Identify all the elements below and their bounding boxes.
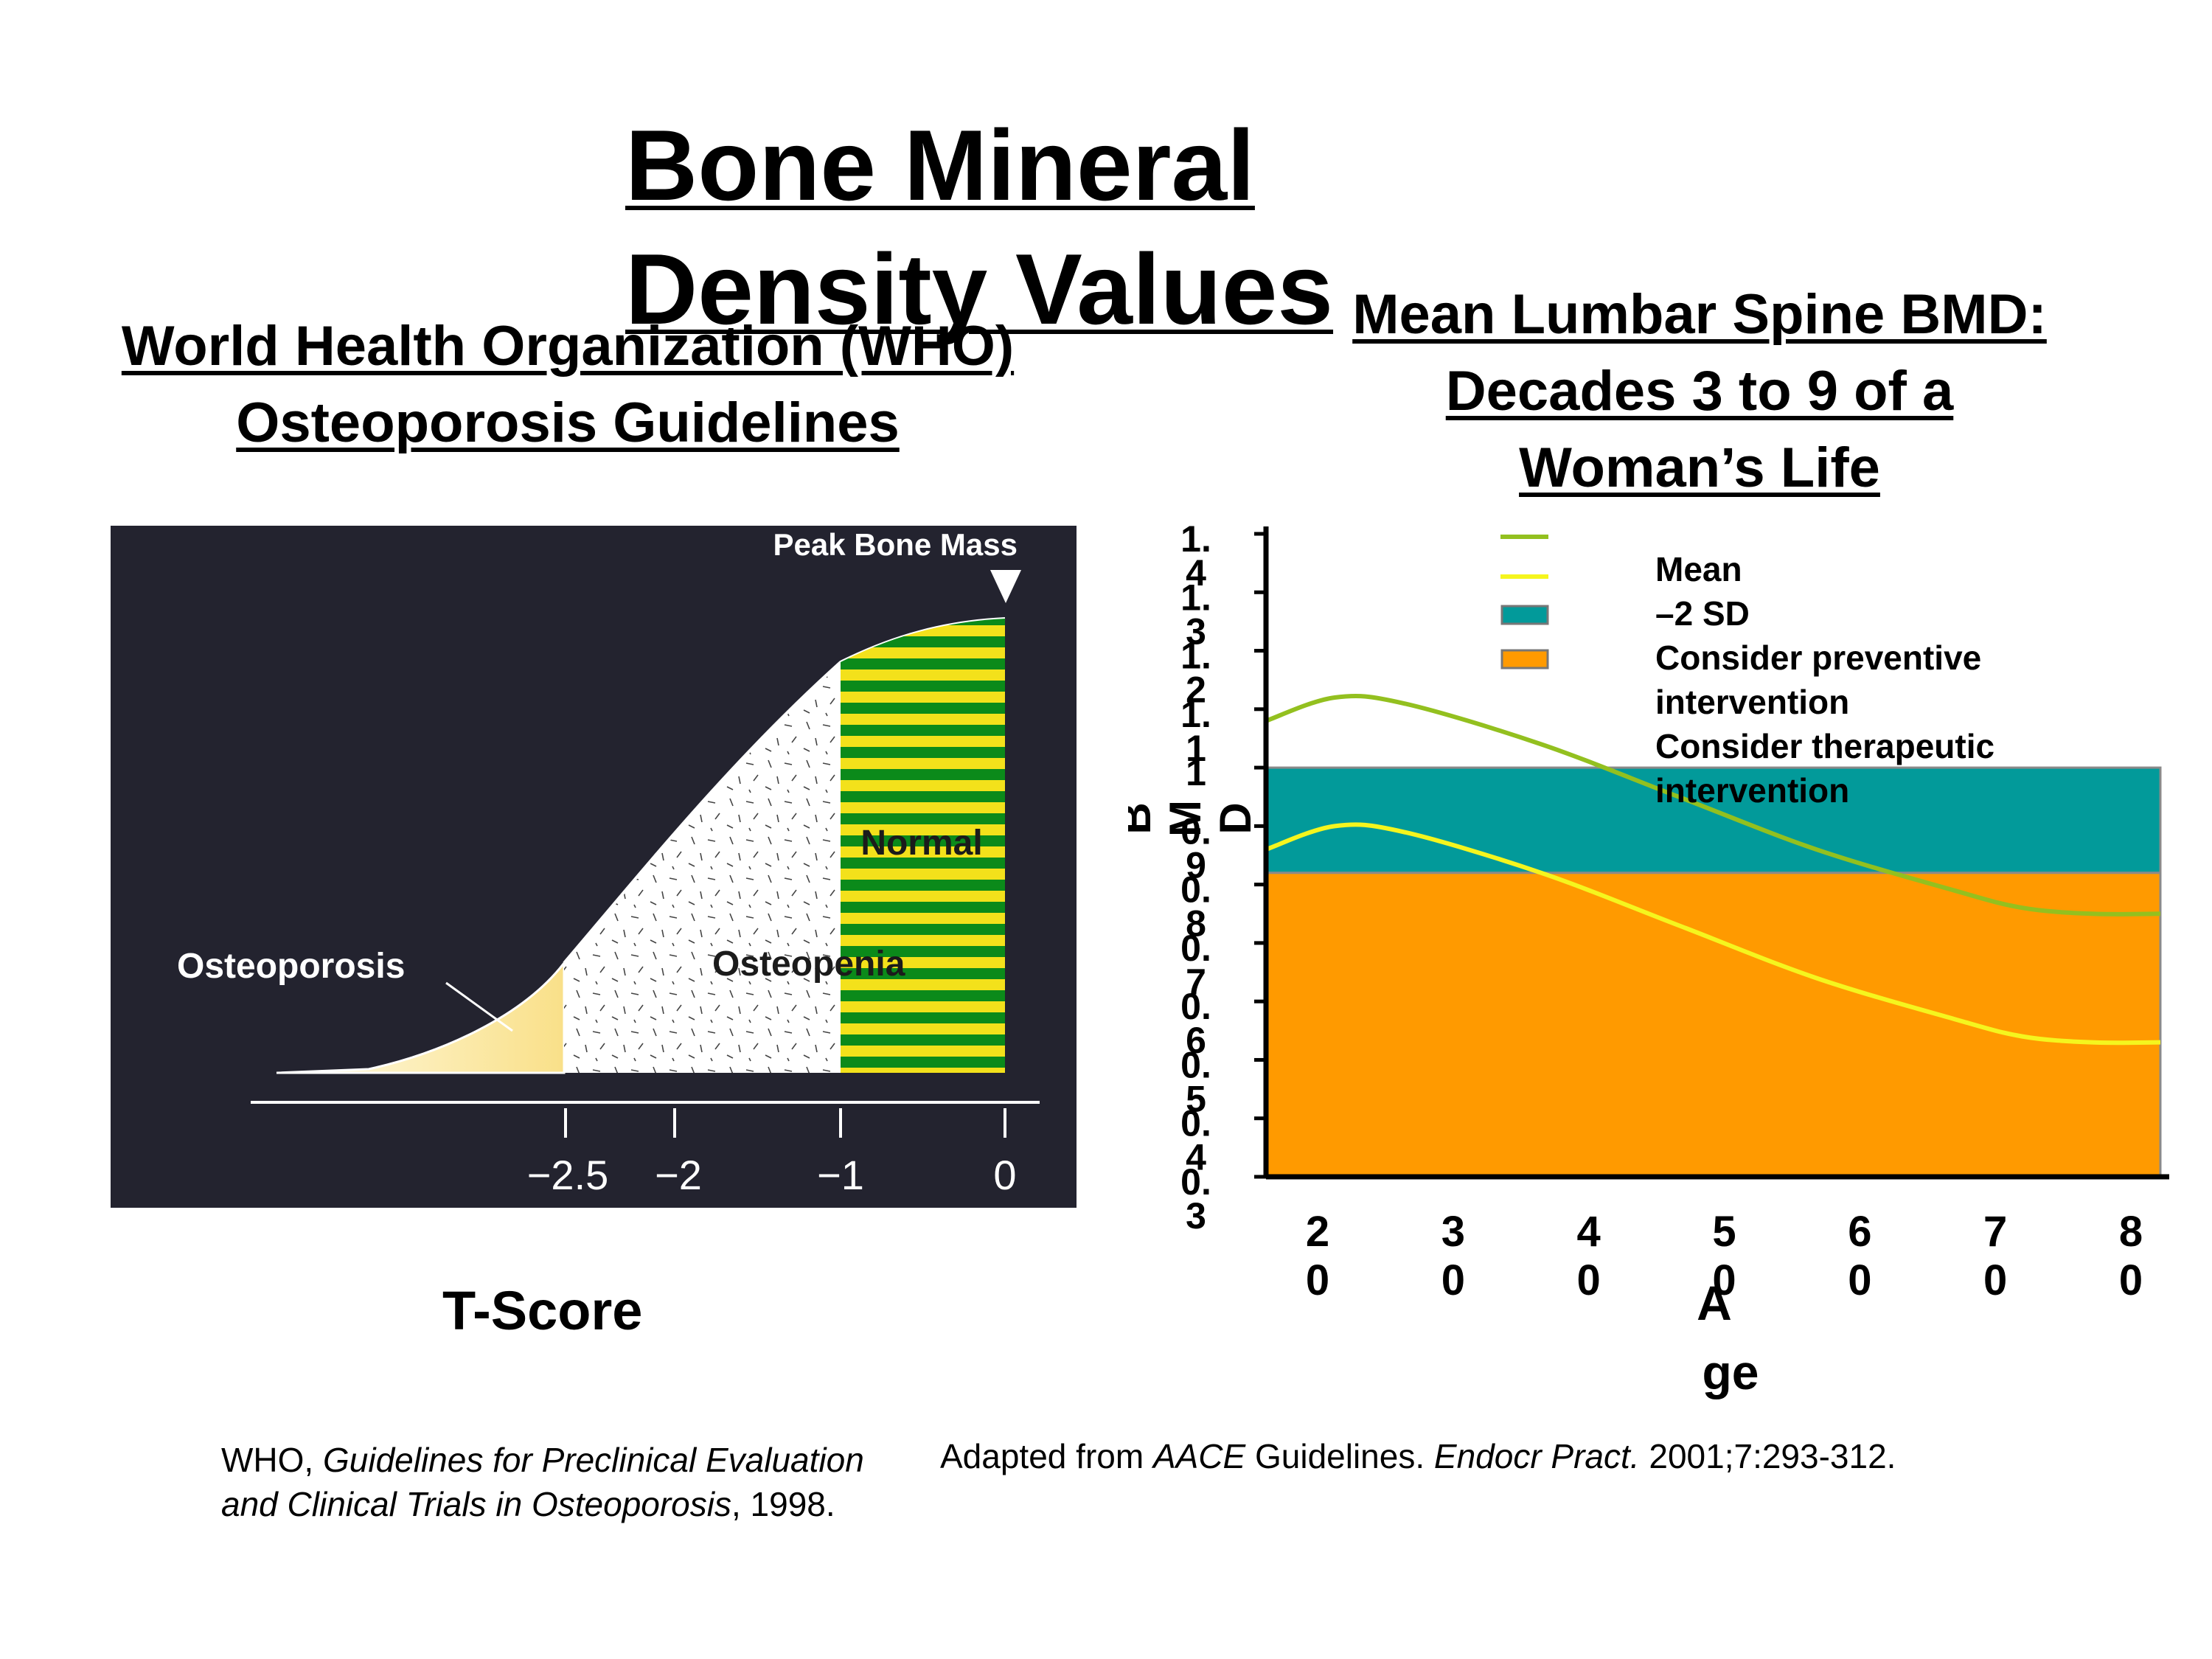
lumbar-heading: Mean Lumbar Spine BMD: Decades 3 to 9 of…: [1276, 276, 2124, 507]
y-tick-label: 0. 4: [1180, 1103, 1211, 1178]
mean-line: [1265, 693, 2161, 917]
who-heading-line-1: World Health Organization (WHO): [121, 315, 1015, 378]
citation-aace-mid: Guidelines.: [1245, 1437, 1434, 1475]
minus-2sd-line: [1265, 822, 2161, 1046]
legend-entry: intervention: [1655, 683, 1849, 721]
y-axis-label: M: [1161, 800, 1210, 837]
tick-label: −2.5: [527, 1152, 609, 1198]
y-tick-label: 0. 6: [1180, 986, 1211, 1061]
band-therapeutic: [1265, 872, 2162, 1178]
peak-marker-icon: [990, 570, 1021, 603]
y-tick-label: 1: [1186, 752, 1206, 793]
tick-label: −2: [655, 1152, 702, 1198]
legend-entry: Mean: [1655, 550, 1742, 588]
page-title-line-2: Density Values: [625, 233, 1334, 345]
lumbar-heading-line-3: Woman’s Life: [1519, 437, 1880, 499]
lumbar-heading-line-1: Mean Lumbar Spine BMD:: [1352, 283, 2047, 346]
citation-who-title-1: Guidelines for Preclinical Evaluation: [322, 1441, 864, 1479]
y-tick-label: 1. 2: [1180, 636, 1211, 711]
citation-aace: Adapted from AACE Guidelines. Endocr Pra…: [940, 1434, 2120, 1478]
citation-aace-suffix: 2001;7:293-312.: [1639, 1437, 1896, 1475]
y-axis-label: B: [1128, 802, 1160, 834]
y-tick-label: 0. 8: [1180, 869, 1211, 945]
lumbar-heading-line-2: Decades 3 to 9 of a: [1445, 360, 1954, 422]
osteoporosis-label: Osteoporosis: [177, 947, 405, 986]
who-heading: World Health Organization (WHO) Osteopor…: [44, 308, 1091, 462]
lumbar-bmd-chart: 1. 41. 31. 21. 11 0. 90. 80. 70. 60. 50. 40. 3 2 0 3 0 4 0…: [1128, 518, 2169, 1399]
y-axis-label: D: [1211, 802, 1260, 834]
citation-who-suffix: , 1998.: [731, 1485, 835, 1523]
legend-entry: Consider therapeutic: [1655, 727, 1994, 765]
y-tick-label: 0. 5: [1180, 1044, 1211, 1119]
citation-who-title-2: and Clinical Trials in Osteoporosis: [221, 1485, 731, 1523]
y-tick-label: 1. 4: [1180, 518, 1211, 594]
page-title-line-1: Bone Mineral: [625, 109, 1255, 221]
citation-aace-journal: Endocr Pract.: [1433, 1437, 1640, 1475]
legend-swatch-box: [1500, 649, 1549, 669]
citation-aace-source: AACE: [1152, 1437, 1246, 1475]
osteoporosis-region: [276, 959, 566, 1074]
y-tick-label: 0. 9: [1180, 810, 1211, 886]
osteopenia-region: [564, 662, 841, 1073]
citation-who-prefix: WHO,: [221, 1441, 323, 1479]
legend-entry: intervention: [1655, 771, 1849, 810]
tick-label: −1: [817, 1152, 864, 1198]
normal-region: [841, 619, 1005, 1073]
page-title: Bone Mineral Density Values: [625, 103, 1348, 351]
tscore-caption: T-Score: [442, 1280, 643, 1341]
legend-entry: –2 SD: [1655, 594, 1750, 633]
peak-bone-mass-label: Peak Bone Mass: [773, 527, 1018, 562]
who-heading-line-2: Osteoporosis Guidelines: [236, 392, 900, 454]
who-tscore-diagram: −2.5 −2 −1 0 Peak Bone Mass Normal Osteo…: [111, 526, 1077, 1208]
y-tick-label: 0. 3: [1180, 1161, 1211, 1237]
y-tick-label: 1. 1: [1180, 694, 1211, 769]
normal-label: Normal: [860, 824, 982, 863]
legend-entry: Consider preventive: [1655, 639, 1981, 677]
citation-who: WHO, Guidelines for Preclinical Evaluati…: [221, 1438, 959, 1526]
citation-aace-prefix: Adapted from: [940, 1437, 1153, 1475]
y-tick-label: 1. 3: [1180, 577, 1211, 652]
osteopenia-label: Osteopenia: [712, 945, 905, 984]
y-tick-label: 0. 7: [1180, 928, 1211, 1003]
tick-label: 0: [993, 1152, 1016, 1198]
osteoporosis-pointer: [445, 981, 513, 1032]
legend-swatch-box: [1500, 605, 1549, 625]
